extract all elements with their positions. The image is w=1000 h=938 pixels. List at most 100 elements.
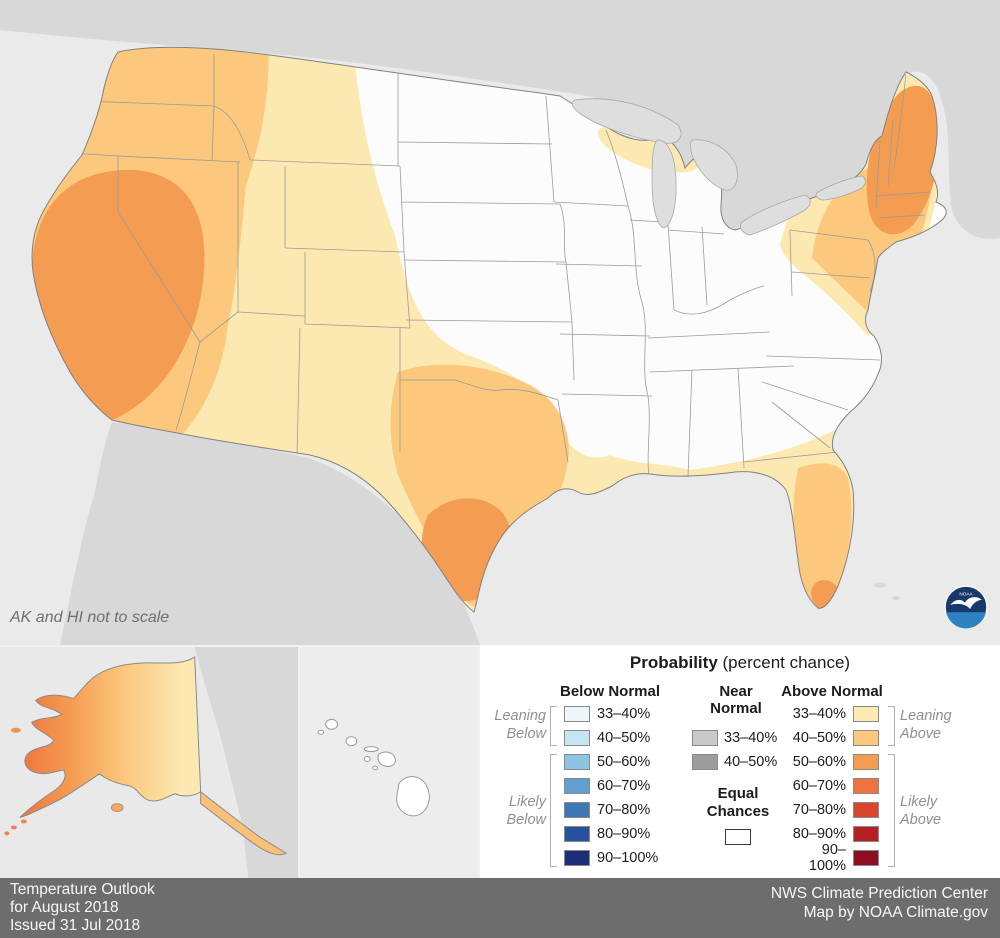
- legend-row-label: 70–80%: [597, 802, 651, 818]
- lanai-island: [363, 756, 371, 763]
- state-borders: [51, 54, 931, 487]
- great-lakes: [571, 98, 866, 236]
- legend-swatch: [853, 778, 879, 794]
- noaa-logo-text: NOAA: [959, 591, 973, 596]
- footer-right: NWS Climate Prediction Center Map by NOA…: [771, 884, 988, 922]
- legend-row: 40–50%: [692, 753, 777, 771]
- kauai-island: [325, 718, 339, 730]
- legend-row: 33–40%: [786, 705, 879, 723]
- niihau-island: [317, 729, 325, 735]
- legend-swatch: [853, 826, 879, 842]
- alaska-map: [0, 647, 298, 878]
- legend-swatch: [853, 706, 879, 722]
- legend-swatch: [564, 754, 590, 770]
- legend-title-rest: (percent chance): [717, 653, 851, 672]
- hawaii-inset: [300, 645, 480, 878]
- footer-credit-line: Map by NOAA Climate.gov: [803, 904, 988, 921]
- legend-row-label: 70–80%: [792, 802, 846, 818]
- legend-row-label: 40–50%: [792, 730, 846, 746]
- lake-michigan: [651, 139, 677, 229]
- legend-row-label: 80–90%: [792, 826, 846, 842]
- bracket-likely-above: [888, 754, 895, 867]
- legend-row-label: 33–40%: [792, 706, 846, 722]
- legend-leaning-above-label: Leaning Above: [900, 708, 952, 742]
- legend-row: 33–40%: [564, 705, 650, 723]
- noaa-logo: NOAA: [944, 585, 988, 629]
- bracket-leaning-above: [888, 706, 895, 746]
- legend-swatch: [853, 754, 879, 770]
- noaa-logo-sea: [946, 612, 986, 629]
- footer-issued-line: Issued 31 Jul 2018: [10, 917, 141, 934]
- legend-swatch: [853, 730, 879, 746]
- molokai-island: [363, 746, 379, 753]
- bracket-likely-below: [550, 754, 557, 867]
- noaa-gull-icon: [950, 597, 982, 610]
- legend-row-label: 90–100%: [597, 850, 659, 866]
- legend-row-label: 40–50%: [597, 730, 651, 746]
- legend-row: 70–80%: [786, 801, 879, 819]
- legend-row-label: 40–50%: [724, 754, 778, 770]
- big-island: [396, 776, 430, 817]
- island: [892, 596, 900, 600]
- legend-row: 60–70%: [786, 777, 879, 795]
- legend-leaning-below-label: Leaning Below: [494, 708, 546, 742]
- footer: Temperature Outlook for August 2018 Issu…: [0, 878, 1000, 938]
- legend-row: 33–40%: [692, 729, 777, 747]
- legend-row: 70–80%: [564, 801, 650, 819]
- st-lawrence-island: [10, 727, 21, 733]
- legend-swatch: [564, 802, 590, 818]
- legend-title: Probability (percent chance): [480, 653, 1000, 673]
- alaska-panhandle: [200, 790, 288, 856]
- conus-map-area: AK and HI not to scale NOAA: [0, 0, 1000, 645]
- legend-row-label: 50–60%: [597, 754, 651, 770]
- mexico-landmass: [60, 422, 480, 645]
- legend-header-near-normal: Near Normal: [710, 683, 762, 717]
- conus-map: [0, 0, 1000, 645]
- aleutian-islands: [4, 819, 27, 836]
- legend-likely-above-label: Likely Above: [900, 794, 942, 828]
- footer-left: Temperature Outlook for August 2018 Issu…: [10, 881, 155, 935]
- maui-island: [377, 751, 396, 767]
- legend-row-label: 90–100%: [808, 842, 846, 874]
- legend-row: 80–90%: [564, 825, 650, 843]
- bracket-leaning-below: [550, 706, 557, 746]
- lake-erie: [740, 194, 811, 236]
- legend-row: 50–60%: [564, 753, 650, 771]
- kahoolawe-island: [372, 765, 379, 771]
- legend-row-label: 33–40%: [597, 706, 651, 722]
- hawaii-map: [300, 647, 478, 878]
- legend-likely-below-label: Likely Below: [506, 794, 547, 828]
- legend-row-label: 80–90%: [597, 826, 651, 842]
- legend-swatch: [564, 730, 590, 746]
- legend-row-label: 33–40%: [724, 730, 778, 746]
- legend-header-above-normal: Above Normal: [781, 683, 883, 700]
- kodiak-island: [110, 803, 124, 812]
- insets-row: Probability (percent chance) Below Norma…: [0, 645, 1000, 878]
- legend-swatch: [564, 850, 590, 866]
- island: [874, 582, 886, 588]
- legend-row: 90–100%: [564, 849, 658, 867]
- alaska-canada-landmass: [194, 647, 298, 878]
- legend-swatch: [564, 706, 590, 722]
- legend-swatch: [564, 826, 590, 842]
- legend-row: 40–50%: [786, 729, 879, 747]
- legend-row: 80–90%: [786, 825, 879, 843]
- legend-row-label: 60–70%: [792, 778, 846, 794]
- oahu-island: [345, 736, 358, 747]
- legend-swatch: [564, 778, 590, 794]
- legend-header-below-normal: Below Normal: [559, 683, 661, 700]
- legend-row-label: 60–70%: [597, 778, 651, 794]
- legend-row: 60–70%: [564, 777, 650, 795]
- lake-huron: [690, 139, 738, 191]
- legend-row: 50–60%: [786, 753, 879, 771]
- legend-row: 90–100%: [786, 842, 879, 874]
- alaska-inset: [0, 645, 300, 878]
- footer-title-line: Temperature Outlook: [10, 881, 155, 898]
- legend-row-label: 50–60%: [792, 754, 846, 770]
- legend-title-bold: Probability: [629, 653, 718, 672]
- canada-landmass: [0, 0, 1000, 241]
- legend-equal-chances-swatch: [725, 829, 751, 845]
- legend: Probability (percent chance) Below Norma…: [480, 645, 1000, 878]
- footer-source-line: NWS Climate Prediction Center: [770, 885, 988, 902]
- legend-swatch: [853, 802, 879, 818]
